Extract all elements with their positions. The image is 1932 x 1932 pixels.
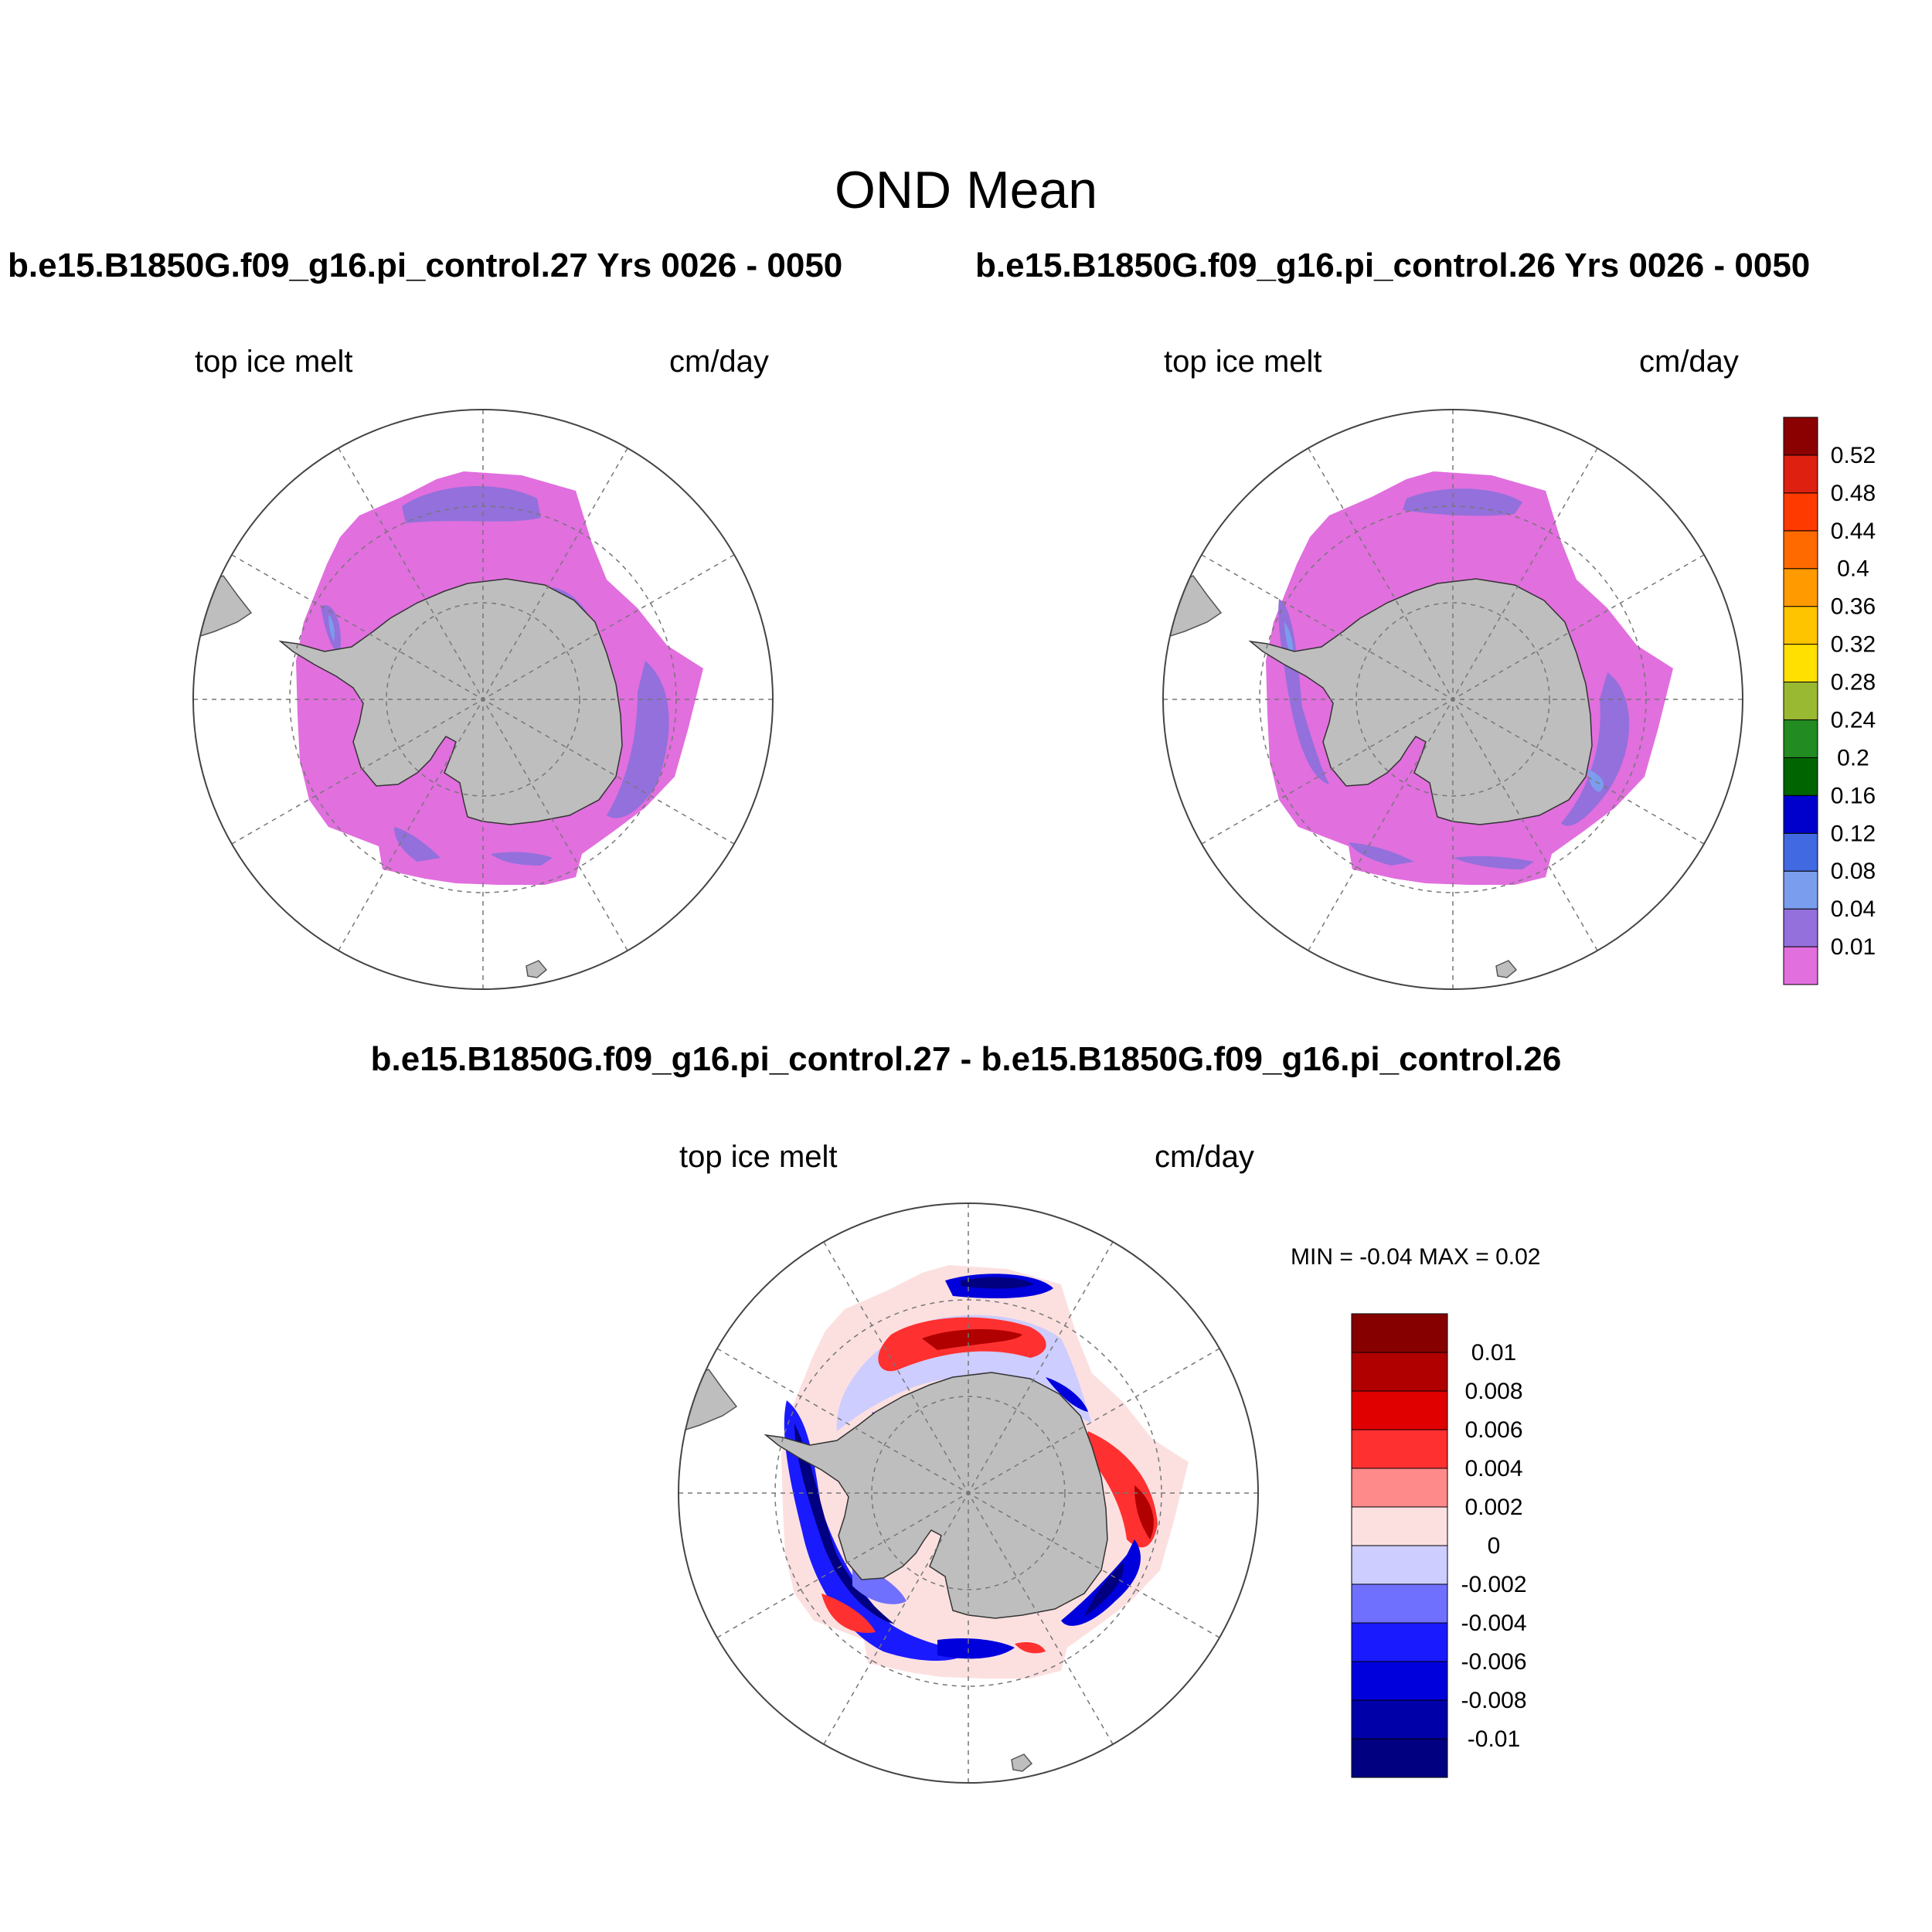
colorbar-diff-swatch [1351, 1738, 1448, 1778]
colorbar-mean-swatch [1783, 908, 1818, 947]
map-border [1162, 409, 1743, 990]
panel1-map [192, 409, 774, 990]
diff-map [678, 1202, 1259, 1784]
colorbar-mean-tick-label: 0.48 [1831, 481, 1876, 506]
panel2-case-title: b.e15.B1850G.f09_g16.pi_control.26 Yrs 0… [975, 247, 1811, 284]
colorbar-mean-swatch [1783, 682, 1818, 720]
colorbar-diff-swatch [1351, 1506, 1448, 1546]
diff-variable-label: top ice melt [679, 1140, 838, 1174]
colorbar-diff-swatch [1351, 1661, 1448, 1701]
colorbar-mean-swatch [1783, 530, 1818, 570]
colorbar-diff-swatch [1351, 1622, 1448, 1662]
colorbar-mean-swatch [1783, 417, 1818, 456]
colorbar-mean-swatch [1783, 832, 1818, 872]
colorbar-mean-tick-label: 0.4 [1837, 556, 1869, 582]
colorbar-mean-swatch [1783, 794, 1818, 834]
colorbar-diff-swatch [1351, 1583, 1448, 1624]
colorbar-diff-tick-label: -0.01 [1468, 1726, 1520, 1752]
colorbar-diff-tick-label: -0.008 [1461, 1688, 1526, 1713]
main-title: OND Mean [834, 161, 1098, 219]
colorbar-mean-tick-label: 0.24 [1831, 707, 1876, 733]
ice-melt-band [1403, 488, 1522, 516]
colorbar-mean-tick-label: 0.36 [1831, 594, 1876, 620]
colorbar-diff-tick-label: -0.002 [1461, 1572, 1526, 1597]
panel2-units-label: cm/day [1639, 345, 1739, 379]
colorbar-diff-tick-label: 0.004 [1464, 1456, 1522, 1481]
colorbar-mean-tick-label: 0.01 [1831, 934, 1876, 960]
diff-case-title: b.e15.B1850G.f09_g16.pi_control.27 - b.e… [370, 1040, 1562, 1078]
colorbar-mean-tick-label: 0.16 [1831, 783, 1876, 808]
colorbar-diff-swatch [1351, 1699, 1448, 1740]
colorbar-mean-tick-label: 0.44 [1831, 519, 1876, 544]
panel1-units-label: cm/day [669, 345, 769, 379]
colorbar-mean-swatch [1783, 492, 1818, 532]
colorbar-mean-tick-label: 0.04 [1831, 896, 1876, 922]
graticule [1163, 410, 1743, 989]
colorbar-diff: -0.01 -0.008 -0.006 -0.004 -0.002 0 0.002 0.004… [1351, 1313, 1527, 1778]
colorbar-diff-swatch [1351, 1390, 1448, 1430]
colorbar-mean-swatch [1783, 606, 1818, 645]
colorbar-mean-tick-label: 0.52 [1831, 443, 1876, 468]
colorbar-diff-tick-label: 0.008 [1464, 1379, 1522, 1404]
colorbar-mean-swatch [1783, 454, 1818, 494]
colorbar-diff-swatch [1351, 1468, 1448, 1508]
panel2-variable-label: top ice melt [1164, 345, 1322, 379]
diff-units-label: cm/day [1155, 1140, 1254, 1174]
colorbar-diff-tick-label: -0.004 [1461, 1611, 1526, 1636]
colorbar-diff-tick-label: 0 [1488, 1533, 1501, 1559]
map-border [192, 409, 774, 990]
colorbar-mean-swatch [1783, 870, 1818, 910]
colorbar-mean-swatch [1783, 757, 1818, 796]
panel2-map [1162, 409, 1743, 990]
diff-min-max: MIN = -0.04 MAX = 0.02 [1291, 1244, 1541, 1270]
colorbar-mean: 0.01 0.04 0.08 0.12 0.16 0.2 0.24 0.28 0.32 0.36 0… [1783, 417, 1876, 985]
colorbar-mean-swatch [1783, 719, 1818, 758]
colorbar-diff-swatch [1351, 1429, 1448, 1469]
colorbar-diff-swatch [1351, 1352, 1448, 1392]
map-border [678, 1202, 1259, 1784]
colorbar-diff-swatch [1351, 1313, 1448, 1353]
colorbar-diff-tick-label: -0.006 [1461, 1649, 1526, 1675]
colorbar-mean-tick-label: 0.2 [1837, 745, 1869, 770]
colorbar-mean-tick-label: 0.12 [1831, 821, 1876, 846]
colorbar-mean-swatch [1783, 568, 1818, 607]
colorbar-mean-tick-label: 0.08 [1831, 859, 1876, 884]
colorbar-mean-tick-label: 0.32 [1831, 632, 1876, 658]
colorbar-diff-tick-label: 0.002 [1464, 1495, 1522, 1520]
graticule [193, 410, 773, 989]
panel1-case-title: b.e15.B1850G.f09_g16.pi_control.27 Yrs 0… [8, 247, 843, 284]
colorbar-mean-tick-label: 0.28 [1831, 670, 1876, 696]
ice-melt-band [402, 485, 541, 523]
colorbar-diff-swatch [1351, 1545, 1448, 1585]
colorbar-diff-tick-label: 0.01 [1471, 1340, 1516, 1366]
graticule [679, 1203, 1258, 1783]
colorbar-diff-tick-label: 0.006 [1464, 1417, 1522, 1443]
panel1-variable-label: top ice melt [195, 345, 353, 379]
colorbar-mean-swatch [1783, 946, 1818, 985]
colorbar-mean-swatch [1783, 644, 1818, 683]
